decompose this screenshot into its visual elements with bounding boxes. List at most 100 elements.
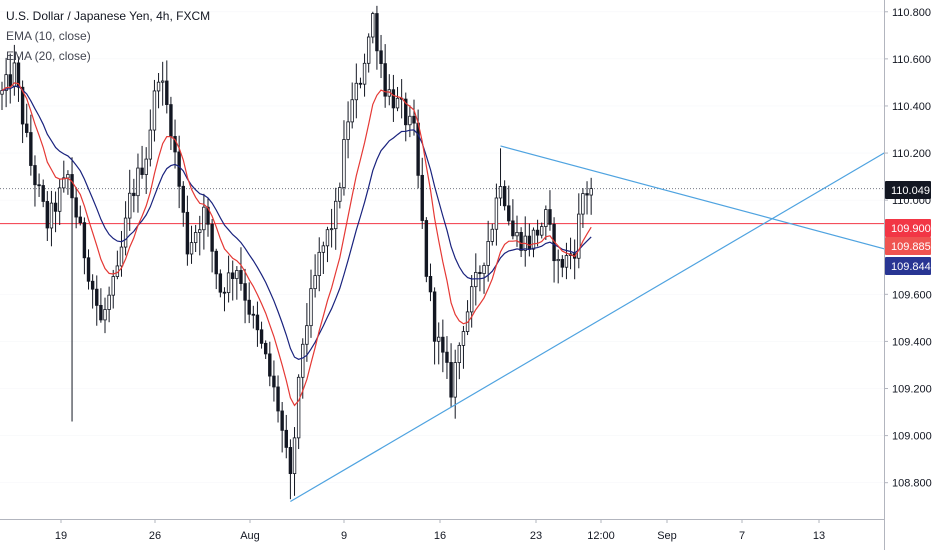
candle: [441, 319, 445, 373]
candle: [185, 195, 190, 266]
candle: [350, 82, 354, 129]
candle: [564, 242, 569, 280]
candle-body: [540, 226, 544, 236]
candle: [498, 148, 503, 206]
candle: [535, 219, 540, 247]
trendlines[interactable]: [290, 145, 897, 503]
candle: [465, 300, 470, 336]
candle-body: [408, 115, 412, 126]
candle-body: [86, 257, 91, 282]
candle-body: [296, 376, 301, 439]
x-tick-label: 16: [434, 530, 446, 542]
candle-body: [111, 276, 115, 296]
candle: [53, 191, 58, 233]
candle: [383, 44, 387, 108]
price-label-bg: [885, 257, 931, 275]
y-tick-label: 110.400: [892, 101, 931, 113]
candle: [16, 56, 21, 102]
candle: [226, 255, 231, 303]
candle: [74, 186, 78, 229]
candle: [103, 297, 107, 334]
candle: [511, 199, 515, 240]
candle: [321, 241, 326, 274]
candle: [99, 288, 103, 323]
candle: [202, 193, 206, 250]
candle-body: [416, 122, 420, 176]
candle-body: [132, 192, 136, 197]
candle: [280, 401, 284, 453]
candle-body: [350, 99, 354, 123]
candle: [313, 254, 317, 298]
candlesticks: [0, 5, 593, 500]
candle: [193, 224, 198, 252]
candle: [62, 160, 66, 193]
candle-body: [222, 291, 227, 294]
candle: [107, 286, 111, 323]
candle: [494, 183, 499, 246]
price-label-text: 109.885: [891, 241, 931, 253]
candle: [342, 120, 346, 196]
candle: [78, 205, 82, 226]
candle-body: [375, 13, 379, 52]
candle-body: [235, 270, 239, 279]
candle-body: [41, 185, 45, 202]
trendline-lower[interactable]: [290, 145, 897, 503]
candle: [218, 269, 223, 298]
candle-body: [210, 223, 214, 252]
candle: [453, 349, 457, 419]
candle: [206, 198, 210, 237]
candle: [490, 223, 494, 246]
candle-body: [218, 273, 223, 293]
time-axis[interactable]: [0, 519, 884, 550]
candle: [329, 208, 334, 248]
candle: [222, 287, 227, 312]
candle: [387, 74, 391, 106]
candle-body: [424, 220, 429, 277]
candle-body: [515, 232, 519, 237]
candle: [173, 119, 177, 169]
candle-body: [103, 309, 107, 321]
chart-legend: U.S. Dollar / Japanese Yen, 4h, FXCM EMA…: [6, 6, 210, 66]
candle: [8, 53, 12, 104]
candle: [325, 226, 330, 263]
candle: [29, 114, 33, 176]
candle: [338, 182, 342, 209]
candle-body: [33, 165, 37, 186]
candle-body: [239, 270, 243, 284]
candle: [437, 322, 441, 365]
candle-body: [585, 193, 589, 196]
candle-body: [498, 186, 503, 199]
candle-body: [37, 184, 41, 187]
candle-body: [469, 286, 474, 313]
candle-body: [428, 276, 433, 293]
candle: [527, 223, 532, 257]
candle-body: [305, 325, 309, 345]
indicator-label-ema-10[interactable]: EMA (10, close): [6, 29, 91, 43]
candle-body: [78, 216, 82, 224]
candle: [268, 341, 272, 387]
candle-body: [437, 336, 441, 342]
grid: [0, 11, 884, 483]
candle-body: [251, 313, 256, 316]
price-label-horizontal-line: 109.900: [885, 219, 931, 237]
candle-body: [527, 235, 532, 250]
candle-body: [82, 222, 87, 259]
candle: [375, 5, 379, 70]
candle-body: [556, 258, 560, 262]
candle-body: [280, 410, 284, 431]
candle: [25, 103, 29, 138]
candle: [432, 287, 437, 365]
indicator-label-ema-20[interactable]: EMA (20, close): [6, 49, 91, 63]
candle-body: [325, 229, 330, 247]
candle: [296, 374, 301, 450]
candle-body: [457, 344, 462, 363]
candle: [305, 303, 309, 362]
candle-body: [445, 351, 449, 363]
candle: [243, 268, 247, 324]
candle: [391, 74, 396, 122]
candle-body: [482, 265, 486, 274]
trendline-upper[interactable]: [500, 145, 897, 253]
candle-body: [214, 250, 218, 275]
candle-body: [193, 232, 198, 244]
